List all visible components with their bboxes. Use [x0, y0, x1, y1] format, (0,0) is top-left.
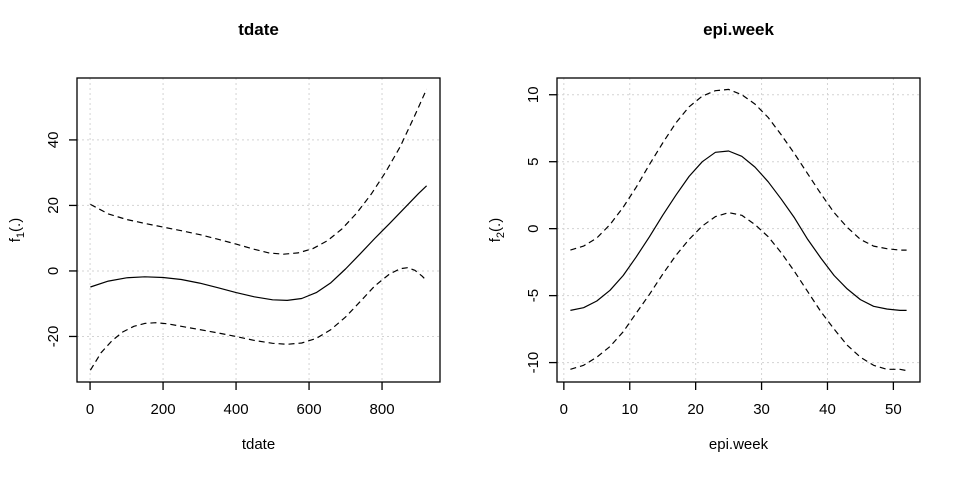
axes: 0 10 20 30 40 50 -10 -5 0 5 10: [525, 86, 902, 418]
y-tick-label: 40: [45, 132, 62, 149]
curve-fit: [90, 185, 428, 301]
x-tick-label: 50: [885, 401, 902, 418]
y-tick-label: 5: [525, 158, 542, 166]
y-tick-label: 20: [45, 197, 62, 214]
curve-fit: [570, 150, 907, 311]
x-tick-label: 20: [687, 401, 704, 418]
curve-lower-ci: [89, 267, 428, 371]
panel-tdate: 0 200 400 600 800 -20 0 20 40 tdate tdate f1(.): [7, 20, 441, 453]
y-tick-label: -20: [45, 326, 62, 348]
x-tick-label: 40: [819, 401, 836, 418]
y-tick-label: 0: [45, 267, 62, 275]
x-axis-label-epi-week: epi.week: [708, 436, 769, 453]
x-tick-label: 10: [621, 401, 638, 418]
curve-upper-ci: [570, 88, 907, 251]
y-label-args: (.): [7, 217, 24, 232]
plot-box: [76, 77, 441, 383]
x-tick-label: 400: [224, 401, 249, 418]
y-label-args: (.): [487, 217, 504, 232]
y-label-subscript: 1: [15, 231, 27, 239]
x-axis-label-tdate: tdate: [241, 436, 276, 453]
x-tick-label: 0: [86, 401, 94, 418]
y-tick-label: -10: [525, 352, 542, 374]
gridlines: [77, 78, 440, 382]
x-tick-label: 0: [560, 401, 568, 418]
x-tick-label: 800: [370, 401, 395, 418]
plot-tdate-canvas: 0 200 400 600 800 -20 0 20 40: [45, 77, 441, 418]
plot-box: [556, 77, 921, 383]
y-tick-label: 0: [525, 224, 542, 232]
x-tick-label: 30: [753, 401, 770, 418]
y-label-base: f: [7, 238, 24, 243]
y-axis-label-f1: f1(.): [7, 218, 27, 242]
plot-title-epi-week: epi.week: [703, 20, 774, 39]
gridlines: [557, 78, 920, 382]
curve-upper-ci: [90, 88, 428, 255]
plot-title-tdate: tdate: [238, 20, 279, 39]
y-label-base: f: [487, 238, 504, 243]
y-tick-label: 10: [525, 86, 542, 103]
plot-epi-week-canvas: 0 10 20 30 40 50 -10 -5 0 5 10: [525, 77, 921, 418]
axes: 0 200 400 600 800 -20 0 20 40: [45, 132, 395, 418]
y-label-subscript: 2: [495, 231, 507, 239]
y-axis-label-f2: f2(.): [487, 218, 507, 242]
curve-lower-ci: [570, 212, 907, 372]
panel-epi-week: 0 10 20 30 40 50 -10 -5 0 5 10 epi.week epi.week f…: [480, 0, 960, 480]
y-tick-label: -5: [525, 289, 542, 302]
x-tick-label: 200: [151, 401, 176, 418]
x-tick-label: 600: [297, 401, 322, 418]
